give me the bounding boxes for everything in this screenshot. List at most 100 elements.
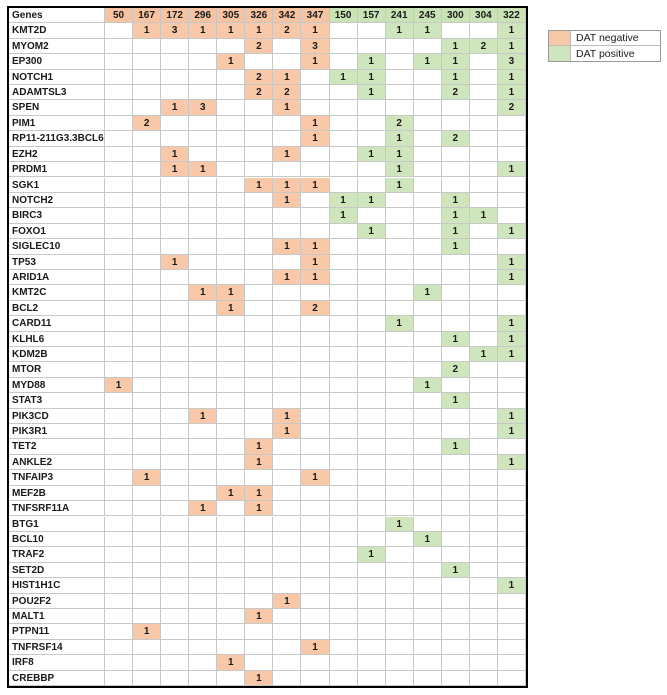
table-cell (413, 408, 442, 425)
table-cell (217, 578, 246, 594)
table-cell (273, 639, 302, 656)
table-cell (217, 192, 246, 209)
table-cell (469, 670, 498, 686)
table-cell (329, 331, 358, 347)
table-cell (273, 670, 302, 686)
table-cell (189, 393, 218, 409)
table-cell (385, 608, 414, 625)
table-cell (441, 316, 470, 332)
table-cell (469, 131, 498, 147)
table-cell (161, 54, 190, 70)
table-cell (385, 239, 414, 255)
table-cell (245, 269, 274, 286)
table-cell (133, 655, 162, 671)
table-cell (441, 269, 470, 286)
table-cell (329, 54, 358, 70)
table-cell (441, 300, 470, 317)
gene-label: TNFRSF14 (9, 639, 105, 656)
table-cell: 1 (245, 608, 274, 625)
table-cell (413, 562, 442, 579)
gene-label: MYOM2 (9, 38, 105, 55)
table-cell (385, 562, 414, 579)
table-cell (161, 316, 190, 332)
table-cell (273, 38, 302, 55)
table-cell (105, 54, 134, 70)
gene-label: RP11-211G3.3BCL6 (9, 131, 105, 147)
table-cell (133, 593, 162, 609)
table-cell: 1 (273, 69, 302, 86)
table-cell (273, 285, 302, 301)
table-cell (413, 269, 442, 286)
gene-label: BIRC3 (9, 208, 105, 224)
gene-label: TET2 (9, 439, 105, 455)
table-cell (189, 208, 218, 224)
table-cell: 1 (273, 177, 302, 193)
table-cell (217, 547, 246, 563)
table-cell (189, 223, 218, 240)
table-cell (217, 131, 246, 147)
table-cell (385, 531, 414, 548)
table-cell (469, 639, 498, 656)
table-cell (273, 300, 302, 317)
table-cell (217, 331, 246, 347)
table-cell: 1 (161, 162, 190, 178)
table-cell (105, 578, 134, 594)
table-cell (385, 624, 414, 640)
table-cell (301, 208, 330, 224)
table-cell: 1 (217, 655, 246, 671)
gene-label: KDM2B (9, 347, 105, 363)
table-cell (189, 670, 218, 686)
table-cell (105, 146, 134, 163)
table-cell (161, 131, 190, 147)
table-cell (133, 177, 162, 193)
table-cell (217, 146, 246, 163)
table-cell (217, 377, 246, 394)
table-cell (469, 331, 498, 347)
table-cell: 1 (161, 254, 190, 270)
table-cell: 2 (441, 362, 470, 378)
table-cell: 1 (385, 23, 414, 39)
table-cell: 1 (385, 516, 414, 532)
table-cell (217, 393, 246, 409)
gene-label: CREBBP (9, 670, 105, 686)
table-cell (329, 454, 358, 471)
table-cell (469, 316, 498, 332)
table-cell (441, 424, 470, 440)
table-cell (105, 639, 134, 656)
table-cell (301, 624, 330, 640)
table-cell: 1 (273, 192, 302, 209)
header-sample-300: 300 (441, 8, 470, 24)
table-cell (217, 454, 246, 471)
header-genes: Genes (9, 8, 105, 24)
table-cell (301, 562, 330, 579)
table-cell (217, 501, 246, 517)
table-cell (189, 239, 218, 255)
table-cell (161, 362, 190, 378)
table-cell (301, 100, 330, 116)
mutation-table: Genes 50 167 172 296 305 326 342 347 150 157 241 245… (7, 6, 528, 688)
table-cell (357, 670, 386, 686)
table-cell (189, 85, 218, 101)
gene-label: PIK3CD (9, 408, 105, 425)
table-cell: 1 (385, 131, 414, 147)
table-cell: 1 (329, 192, 358, 209)
table-cell (357, 239, 386, 255)
table-cell (245, 531, 274, 548)
table-cell (357, 454, 386, 471)
table-cell (469, 239, 498, 255)
table-cell: 1 (301, 177, 330, 193)
table-cell (329, 131, 358, 147)
table-cell (301, 192, 330, 209)
table-cell (245, 100, 274, 116)
gene-label: IRF8 (9, 655, 105, 671)
table-cell (217, 269, 246, 286)
table-cell: 1 (189, 501, 218, 517)
table-cell: 1 (469, 208, 498, 224)
table-cell (357, 624, 386, 640)
table-cell (273, 439, 302, 455)
table-cell: 1 (189, 408, 218, 425)
table-cell (189, 547, 218, 563)
table-cell (357, 639, 386, 656)
table-cell (329, 408, 358, 425)
table-cell (329, 624, 358, 640)
